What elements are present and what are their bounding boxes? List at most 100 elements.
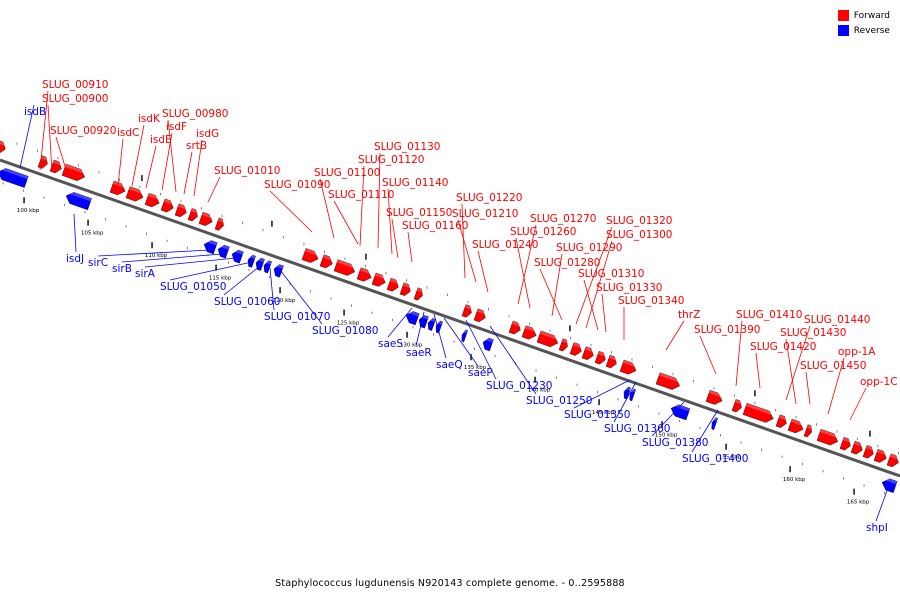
reverse-gene-arrow — [231, 248, 244, 264]
gene-label-slug-01310: SLUG_01310 — [578, 268, 644, 280]
gene-label-opp-1c: opp-1C — [860, 376, 898, 388]
leader-line — [457, 219, 477, 283]
gene-label-isdg: isdG — [196, 128, 219, 140]
gene-label-slug-01270: SLUG_01270 — [530, 213, 596, 225]
forward-gene-arrow — [787, 418, 806, 434]
reverse-gene-arrow — [623, 386, 631, 400]
reverse-gene-arrow — [247, 254, 256, 268]
reverse-gene-labels: isdB isdJ sirC sirB sirA SLUG_01050 SLUG_01060… — [19, 104, 889, 534]
leader-line — [387, 188, 393, 255]
forward-gene-arrow — [521, 325, 539, 340]
reverse-gene-arrow — [217, 243, 230, 259]
kbp-tick-label: 150 kbp — [655, 432, 678, 438]
forward-gene-arrow — [413, 287, 425, 301]
legend-swatch — [837, 25, 849, 36]
leader-line — [145, 145, 157, 189]
gene-label-srtb: srtB — [186, 140, 207, 152]
kbp-tick-label: 100 kbp — [17, 208, 40, 214]
leader-line — [183, 151, 193, 195]
gene-label-isdf: isdF — [166, 121, 187, 133]
leader-line — [601, 293, 607, 333]
forward-gene-arrow — [61, 163, 87, 181]
leader-line — [461, 203, 466, 279]
kbp-tick-label: 115 kbp — [209, 276, 232, 282]
gene-label-isdb: isdB — [24, 106, 46, 118]
gene-label-saep: saeP — [468, 367, 493, 379]
leader-line — [539, 268, 563, 321]
gene-label-slug-01450: SLUG_01450 — [800, 360, 866, 372]
leader-line — [387, 307, 413, 338]
leader-line — [699, 335, 717, 375]
leader-line — [117, 138, 124, 187]
forward-gene-arrow — [333, 259, 357, 276]
gene-label-slug-01080: SLUG_01080 — [312, 325, 378, 337]
forward-gene-arrow — [775, 414, 789, 428]
gene-label-sirc: sirC — [88, 257, 108, 269]
gene-label-slug-00920: SLUG_00920 — [50, 125, 116, 137]
leader-line — [39, 90, 49, 171]
reverse-gene-arrow — [405, 309, 420, 326]
gene-label-slug-01250: SLUG_01250 — [526, 395, 592, 407]
leader-line — [55, 136, 69, 177]
leader-line — [651, 401, 685, 437]
forward-gene-arrow — [886, 453, 900, 468]
forward-gene-arrow — [569, 342, 584, 356]
gene-label-slug-00910: SLUG_00910 — [42, 79, 108, 91]
leader-line — [131, 124, 145, 187]
reverse-gene-arrow — [255, 256, 265, 271]
leader-line — [465, 319, 497, 380]
gene-label-opp-1a: opp-1A — [838, 346, 876, 358]
leader-line — [279, 269, 323, 325]
forward-gene-arrow — [198, 211, 215, 226]
reverse-gene-arrow — [427, 317, 436, 331]
leader-line — [755, 352, 761, 389]
gene-label-slug-01400: SLUG_01400 — [682, 453, 748, 465]
forward-gene-arrow — [839, 437, 853, 451]
forward-gene-arrow — [144, 193, 162, 208]
forward-gene-arrow — [655, 372, 682, 390]
gene-label-saes: saeS — [378, 338, 403, 350]
leader-line — [517, 224, 537, 305]
kbp-tick-label: 125 kbp — [337, 321, 360, 327]
leader-line — [433, 313, 447, 359]
forward-gene-arrow — [214, 217, 226, 231]
forward-gene-arrow — [536, 330, 560, 348]
kbp-tick-label: 110 kbp — [145, 253, 168, 259]
forward-gene-labels: SLUG_00910 SLUG_00900 SLUG_00920 isdC isdK is… — [39, 79, 898, 421]
legend-label: Forward — [853, 10, 890, 21]
gene-label-sirb: sirB — [112, 263, 132, 275]
gene-label-slug-01290: SLUG_01290 — [556, 242, 622, 254]
gene-label-slug-01120: SLUG_01120 — [358, 154, 424, 166]
kbp-tick-label: 145 kbp — [592, 410, 615, 416]
gene-label-isde: isdE — [150, 134, 172, 146]
leader-line — [691, 409, 719, 453]
gene-label-slug-01350: SLUG_01350 — [564, 409, 630, 421]
forward-gene-arrow — [399, 282, 413, 296]
forward-gene-arrow — [37, 155, 50, 169]
leader-line — [121, 253, 223, 263]
gene-label-sira: sirA — [135, 268, 156, 280]
gene-label-saer: saeR — [406, 347, 432, 359]
gene-label-slug-01210: SLUG_01210 — [452, 208, 518, 220]
leader-line — [407, 231, 413, 263]
forward-gene-arrow — [301, 248, 321, 263]
leader-line — [875, 487, 889, 522]
gene-label-shpi: shpI — [866, 522, 888, 534]
forward-gene-arrow — [558, 338, 570, 352]
gene-label-slug-01100: SLUG_01100 — [314, 167, 380, 179]
gene-label-slug-01110: SLUG_01110 — [328, 189, 394, 201]
reverse-genes — [0, 166, 898, 493]
kbp-tick-label: 160 kbp — [783, 477, 806, 483]
leader-line — [207, 176, 221, 203]
kbp-tick-label: 165 kbp — [847, 500, 870, 506]
gene-label-slug-01330: SLUG_01330 — [596, 282, 662, 294]
leader-line — [359, 165, 365, 247]
forward-gene-arrow — [160, 198, 176, 213]
gene-label-slug-01280: SLUG_01280 — [534, 257, 600, 269]
forward-gene-arrow — [731, 399, 744, 413]
legend: Forward Reverse — [837, 8, 890, 38]
reverse-gene-arrow — [418, 314, 429, 329]
gene-label-slug-01010: SLUG_01010 — [214, 165, 280, 177]
leader-line — [849, 387, 867, 421]
